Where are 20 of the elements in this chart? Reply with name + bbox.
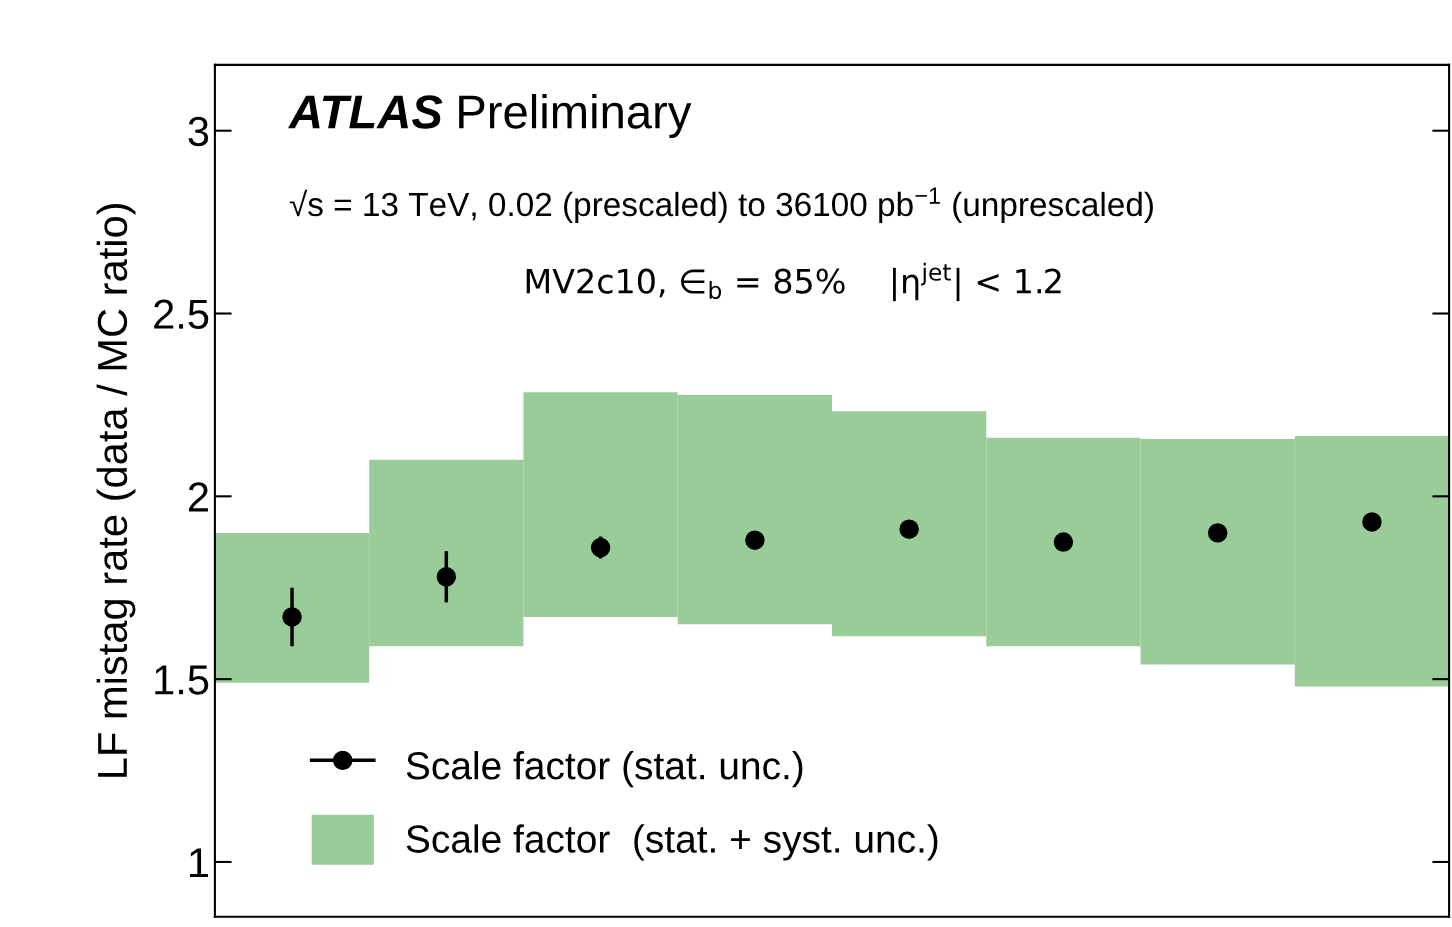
y-tick-label: 3 [188,116,209,147]
legend-label: Scale factor (stat. unc.) [406,751,803,788]
annotation: √s = 13 TeV, 0.02 (prescaled) to 36100 pb$^{−1}$ (unprescaled) [289,187,1153,223]
legend-label: Scale factor (stat. + syst. unc.) [406,824,938,861]
point [590,537,611,558]
point [899,519,919,539]
point [1053,532,1074,552]
y-tick-label: 1.5 [155,665,209,695]
y-tick-label: 2.5 [154,299,209,330]
y-tick-label: 2 [188,482,208,512]
annotation: ATLAS [287,95,443,129]
y-tick-label: 1 [190,848,208,878]
y-axis-title: LF mistag rate (data / MC ratio) [96,203,136,777]
point [1362,512,1382,532]
point [282,607,302,627]
annotation: MV2c10, ∈$_{b}$ = 85% |η$^{jet}$| < 1.2 [526,262,1061,302]
point [436,567,457,587]
point [1207,523,1228,543]
point [745,530,765,550]
annotation: Preliminary [459,93,692,139]
